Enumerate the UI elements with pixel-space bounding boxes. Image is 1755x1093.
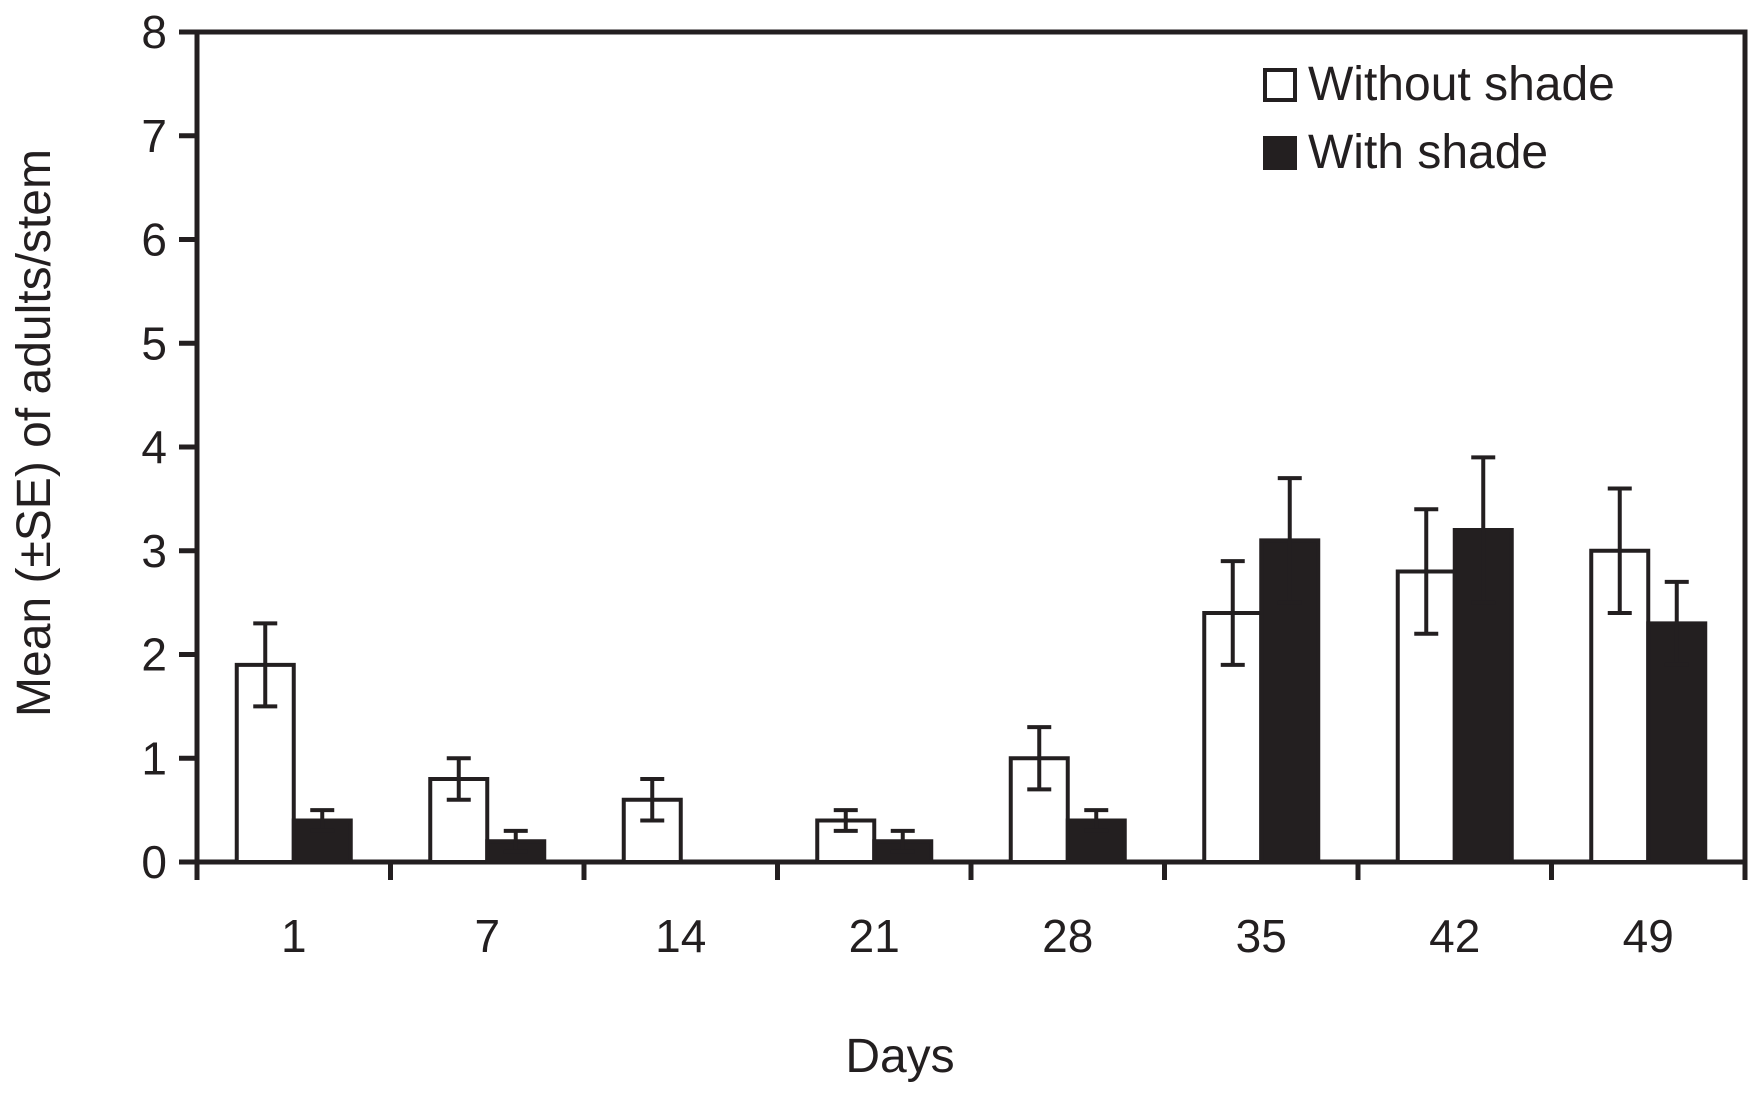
x-tick-label-4: 28 — [1042, 910, 1093, 962]
legend-swatch-0 — [1263, 68, 1297, 102]
y-tick-label-4: 4 — [141, 421, 167, 473]
errorbar-s1-21 — [890, 828, 915, 854]
bar-s0-28 — [1008, 756, 1070, 864]
errorbar-s1-49 — [1664, 579, 1689, 667]
x-axis-title: Days — [845, 1030, 954, 1083]
legend-label-1: With shade — [1308, 126, 1548, 179]
y-tick-label-3: 3 — [141, 525, 167, 577]
y-axis: 0 1 2 3 4 5 6 7 8 — [141, 6, 197, 888]
x-tick-label-7: 49 — [1623, 910, 1674, 962]
errorbar-s0-49 — [1607, 486, 1632, 615]
x-tick-label-2: 14 — [655, 910, 706, 962]
errorbars-layer — [253, 455, 1689, 854]
x-tick-label-3: 21 — [849, 910, 900, 962]
errorbar-s0-7 — [446, 756, 471, 802]
legend: Without shade With shade — [1263, 58, 1615, 179]
errorbar-s0-42 — [1414, 507, 1439, 636]
legend-swatch-1 — [1263, 136, 1297, 170]
x-tick-label-5: 35 — [1236, 910, 1287, 962]
y-tick-label-2: 2 — [141, 629, 167, 681]
y-axis-title: Mean (±SE) of adults/stem — [8, 149, 61, 717]
y-tick-label-7: 7 — [141, 110, 167, 162]
errorbar-s1-7 — [503, 828, 528, 854]
errorbar-s0-14 — [640, 777, 665, 823]
errorbar-s0-1 — [253, 621, 278, 709]
errorbar-s0-35 — [1220, 559, 1245, 667]
x-tick-label-1: 7 — [474, 910, 500, 962]
y-tick-label-5: 5 — [141, 317, 167, 369]
errorbar-s1-35 — [1277, 476, 1302, 605]
x-tick-label-0: 1 — [281, 910, 307, 962]
errorbar-s1-28 — [1084, 808, 1109, 833]
y-tick-label-6: 6 — [141, 214, 167, 266]
errorbar-s0-21 — [833, 808, 858, 833]
y-tick-label-8: 8 — [141, 6, 167, 58]
errorbar-s1-42 — [1471, 455, 1496, 605]
errorbar-s0-28 — [1027, 725, 1052, 792]
x-tick-label-6: 42 — [1429, 910, 1480, 962]
x-axis: 1 7 14 21 28 35 42 49 — [194, 862, 1748, 962]
legend-label-0: Without shade — [1308, 58, 1615, 111]
errorbar-s1-1 — [310, 808, 335, 833]
y-tick-label-0: 0 — [141, 836, 167, 888]
y-tick-label-1: 1 — [141, 732, 167, 784]
